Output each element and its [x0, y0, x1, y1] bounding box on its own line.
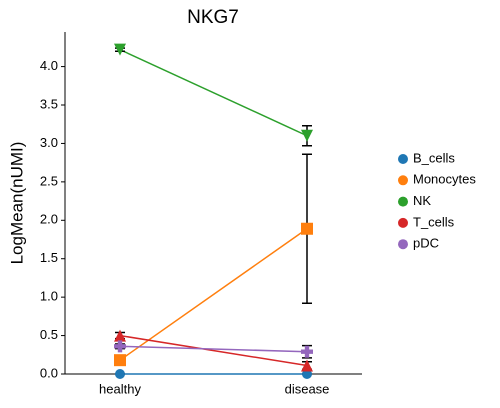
legend-label: Monocytes [413, 172, 476, 187]
marker [301, 129, 313, 142]
legend-marker [398, 239, 408, 250]
x-tick-label: healthy [99, 381, 141, 396]
legend-marker [398, 154, 408, 164]
series-line [119, 228, 308, 361]
chart-title: NKG7 [187, 7, 239, 28]
y-tick-label: 0.5 [40, 327, 58, 342]
y-tick-label: 2.0 [40, 212, 58, 227]
y-tick-label: 4.0 [40, 58, 58, 73]
legend-label: NK [413, 193, 431, 208]
marker [114, 354, 126, 367]
series-line [119, 345, 308, 353]
legend-label: T_cells [413, 214, 455, 229]
marker [301, 345, 313, 358]
legend-marker [398, 196, 408, 207]
series [114, 153, 313, 367]
y-tick-label: 3.0 [40, 135, 58, 150]
y-tick-label: 1.0 [40, 289, 58, 304]
x-tick-label: disease [285, 381, 330, 396]
y-tick-label: 1.5 [40, 250, 58, 265]
y-axis-label: LogMean(nUMI) [7, 142, 26, 265]
marker [114, 43, 126, 56]
marker [115, 369, 125, 379]
y-tick-label: 0.0 [40, 365, 58, 380]
y-tick-label: 3.5 [40, 96, 58, 111]
marker [114, 329, 126, 342]
series-line [119, 48, 308, 137]
legend-marker [398, 175, 408, 186]
series [115, 369, 312, 379]
legend-label: pDC [413, 236, 439, 251]
y-tick-label: 2.5 [40, 173, 58, 188]
legend-marker [398, 217, 408, 228]
marker [301, 222, 313, 235]
marker [114, 340, 127, 353]
series-line [119, 334, 308, 367]
series [114, 340, 313, 359]
series [114, 43, 313, 147]
legend-label: B_cells [413, 150, 455, 165]
marker [301, 359, 313, 372]
series [114, 329, 313, 372]
